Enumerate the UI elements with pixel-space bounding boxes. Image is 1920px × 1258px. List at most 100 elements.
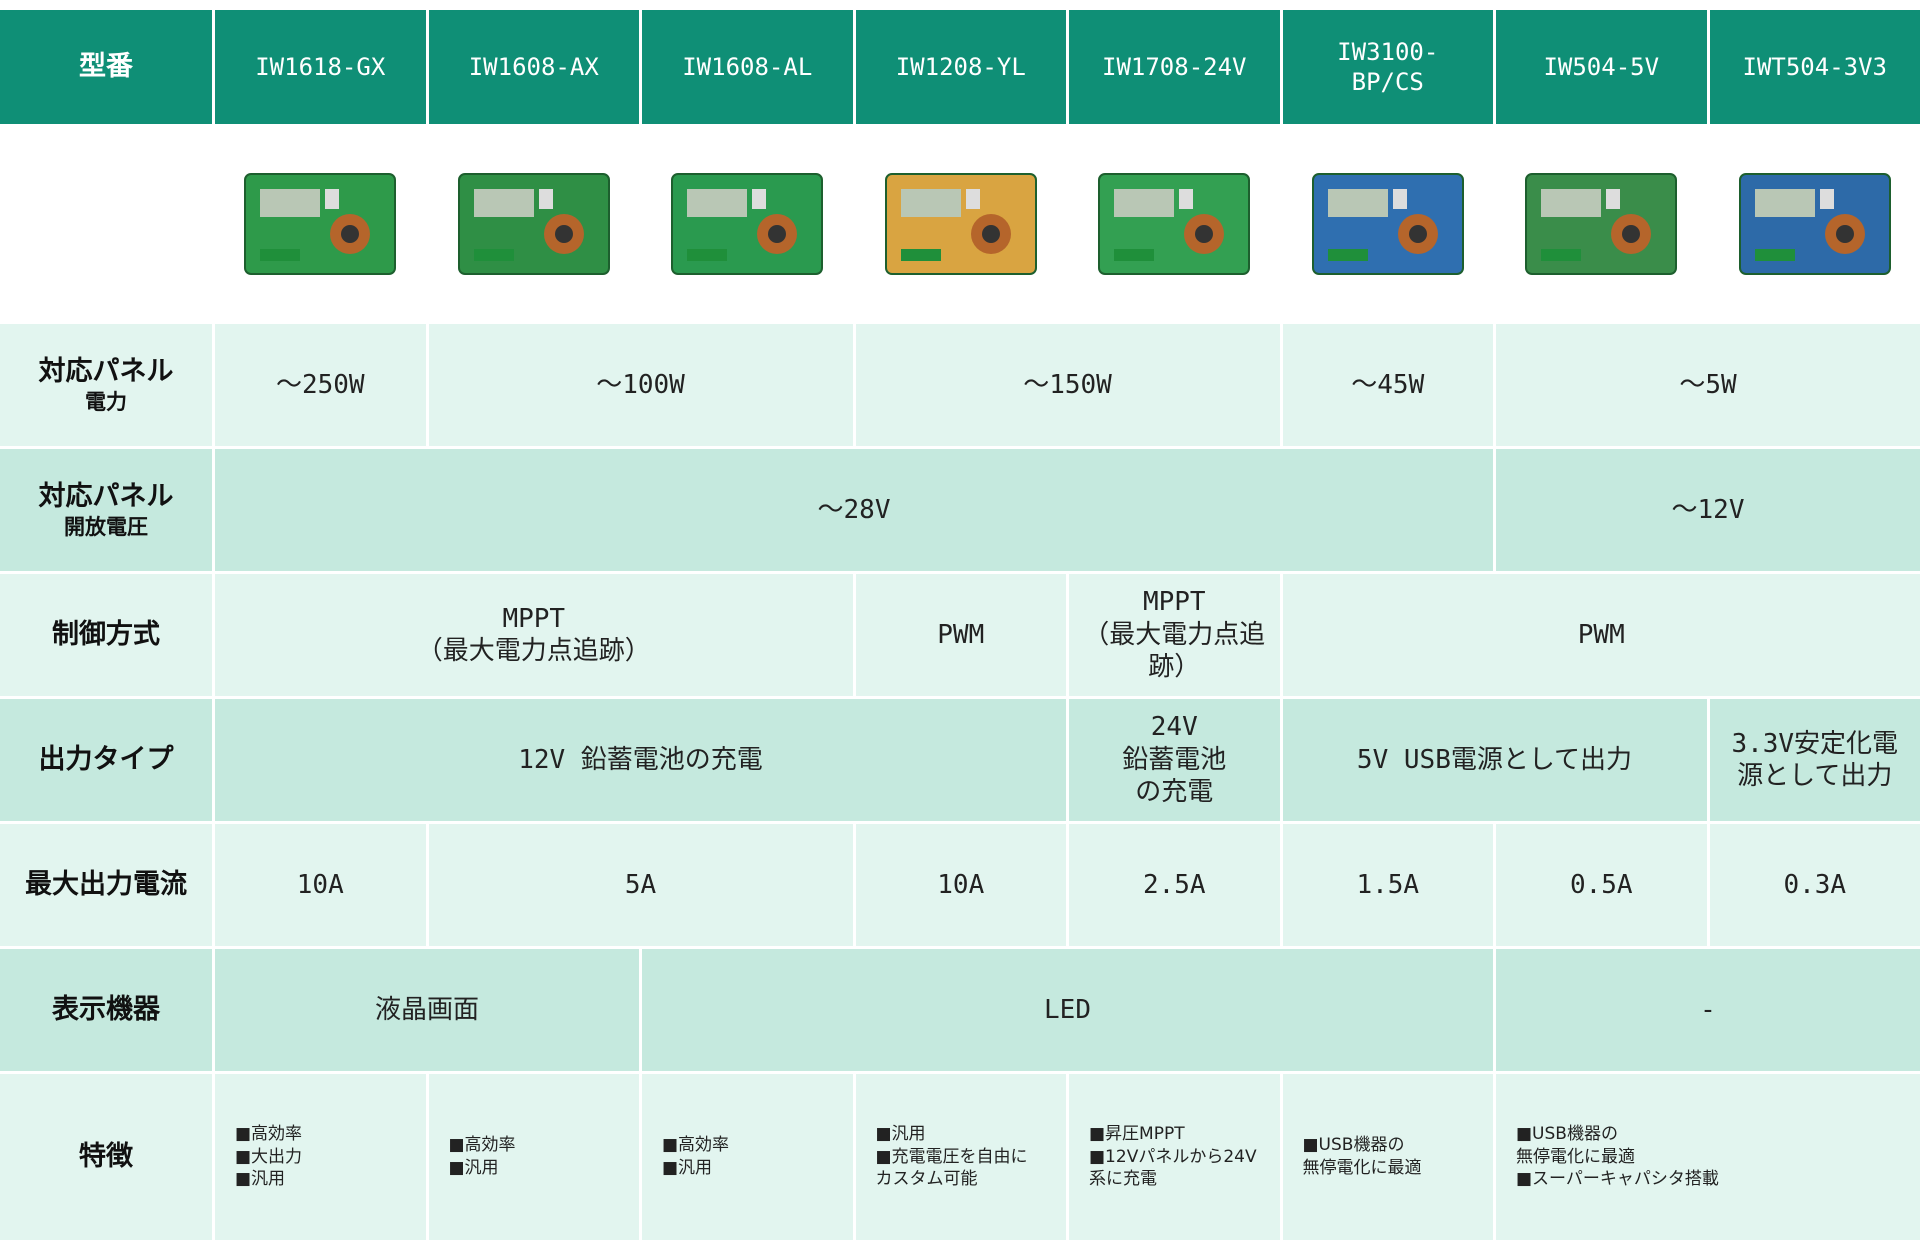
text-line: ～250W: [275, 369, 365, 400]
value-cell: PWM: [855, 574, 1066, 696]
text-line: ～28V: [817, 494, 891, 525]
text-line: 鉛蓄電池: [1122, 744, 1227, 775]
value-cell: ～45W: [1282, 324, 1493, 446]
text-line: 2.5A: [1142, 869, 1206, 900]
text-line: PWM: [937, 619, 985, 650]
text-line: 源として出力: [1737, 761, 1893, 791]
text-line: ■汎用: [448, 1158, 499, 1178]
value-cell: 5V USB電源として出力: [1282, 699, 1707, 821]
product-image: [1496, 127, 1707, 321]
text-line: 無停電化に最適: [1302, 1158, 1422, 1178]
text-line: ■大出力: [235, 1146, 303, 1167]
row-label: 特徴: [0, 1074, 212, 1240]
product-image: [1709, 127, 1920, 321]
value-cell: LED: [642, 949, 1493, 1071]
image-label: [0, 127, 212, 321]
comparison-table: 型番 IW1618-GX IW1608-AX IW1608-AL IW1208-YL IW…: [0, 10, 1920, 1240]
text-line: IW1618-GX: [255, 53, 386, 81]
text-line: 表示機器: [52, 994, 160, 1026]
value-cell: ～100W: [428, 324, 853, 446]
text-line: 10A: [296, 869, 344, 900]
value-cell: ～250W: [215, 324, 426, 446]
text-line: ■充電電圧を自由に: [875, 1146, 1028, 1167]
header-label: 型番: [0, 10, 212, 124]
value-cell: 24V 鉛蓄電池 の充電: [1069, 699, 1280, 821]
text-line: 5V USB電源として出力: [1356, 744, 1633, 775]
model-name: IW1708-24V: [1069, 10, 1280, 124]
text-line: 無停電化に最適: [1516, 1146, 1635, 1167]
value-cell: 10A: [855, 824, 1066, 946]
text-line: ■高効率: [235, 1123, 303, 1144]
value-cell: 0.3A: [1709, 824, 1920, 946]
board-photo: [884, 173, 1037, 275]
row-label: 出力タイプ: [0, 699, 212, 821]
text-line: ■USB機器の: [1516, 1123, 1618, 1144]
row-label: 最大出力電流: [0, 824, 212, 946]
board-photo: [1525, 173, 1678, 275]
value-cell: 3.3V安定化電 源として出力: [1709, 699, 1920, 821]
model-name: IW1618-GX: [215, 10, 426, 124]
product-image: [642, 127, 853, 321]
feature-cell: ■USB機器の 無停電化に最適: [1282, 1074, 1493, 1240]
row-label: 制御方式: [0, 574, 212, 696]
value-cell: ～150W: [855, 324, 1280, 446]
model-name: IW504-5V: [1496, 10, 1707, 124]
text-line: （最大電力点追跡）: [1083, 619, 1266, 683]
text-line: IWT504-3V3: [1742, 53, 1888, 81]
text-line: 系に充電: [1089, 1169, 1157, 1190]
model-name: IWT504-3V3: [1709, 10, 1920, 124]
text-line: PWM: [1577, 619, 1625, 650]
text-line: IW1608-AL: [682, 53, 813, 81]
text-line: の充電: [1135, 777, 1214, 808]
product-image: [1282, 127, 1493, 321]
value-cell: -: [1496, 949, 1920, 1071]
text-line: 1.5A: [1356, 869, 1420, 900]
text-line: 0.5A: [1569, 869, 1633, 900]
product-image: [215, 127, 426, 321]
product-image: [1069, 127, 1280, 321]
text-line: 電力: [85, 389, 127, 414]
text-line: 出力タイプ: [38, 744, 174, 776]
text-line: MPPT: [1142, 587, 1206, 618]
text-line: （最大電力点追跡）: [416, 636, 651, 666]
text-line: 5A: [624, 869, 657, 900]
board-photo: [244, 173, 397, 275]
value-cell: 1.5A: [1282, 824, 1493, 946]
product-image: [855, 127, 1066, 321]
value-cell: 液晶画面: [215, 949, 639, 1071]
text-line: 0.3A: [1783, 869, 1847, 900]
feature-cell: ■高効率 ■汎用: [428, 1074, 639, 1240]
text-line: ～100W: [596, 369, 685, 400]
text-line: 制御方式: [52, 619, 160, 651]
model-name: IW3100- BP/CS: [1282, 10, 1493, 124]
text-line: LED: [1044, 994, 1091, 1025]
text-line: ■汎用: [235, 1169, 286, 1190]
value-cell: MPPT （最大電力点追跡）: [1069, 574, 1280, 696]
model-name: IW1608-AL: [642, 10, 853, 124]
value-cell: 2.5A: [1069, 824, 1280, 946]
text-line: ■12Vパネルから24V: [1089, 1146, 1257, 1167]
text-line: 3.3V安定化電: [1731, 728, 1899, 759]
text-line: IW1608-AX: [468, 53, 599, 81]
text-line: ■スーパーキャパシタ搭載: [1516, 1169, 1719, 1190]
text-line: 最大出力電流: [25, 869, 187, 901]
text-line: ■汎用: [875, 1123, 926, 1144]
value-cell: ～12V: [1496, 449, 1920, 571]
feature-cell: ■汎用 ■充電電圧を自由に カスタム可能: [855, 1074, 1066, 1240]
board-photo: [671, 173, 824, 275]
feature-cell: ■高効率 ■大出力 ■汎用: [215, 1074, 426, 1240]
text-line: IW1208-YL: [895, 53, 1026, 81]
value-cell: ～5W: [1496, 324, 1920, 446]
text-line: ■昇圧MPPT: [1089, 1123, 1185, 1144]
text-line: カスタム可能: [875, 1169, 978, 1190]
model-name: IW1208-YL: [855, 10, 1066, 124]
value-cell: 10A: [215, 824, 426, 946]
text-line: ■高効率: [662, 1135, 730, 1156]
text-line: BP/CS: [1351, 68, 1424, 96]
value-cell: MPPT （最大電力点追跡）: [215, 574, 853, 696]
text-line: ■汎用: [662, 1158, 713, 1178]
text-line: 対応パネル: [38, 481, 174, 512]
text-line: ～45W: [1351, 369, 1425, 400]
feature-cell: ■USB機器の 無停電化に最適 ■スーパーキャパシタ搭載: [1496, 1074, 1920, 1240]
